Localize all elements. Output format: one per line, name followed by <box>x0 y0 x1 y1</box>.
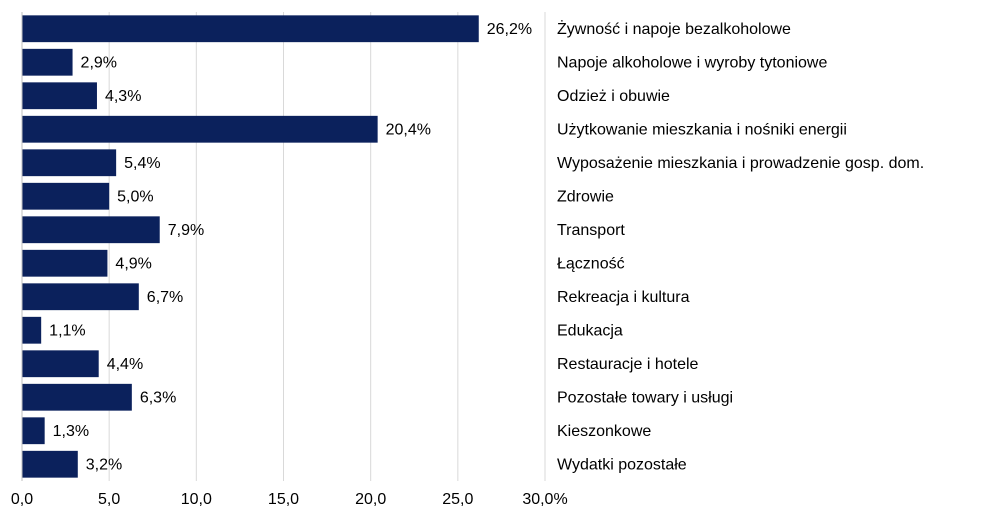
value-label: 6,7% <box>147 289 183 306</box>
value-label: 1,1% <box>49 322 85 339</box>
bar <box>22 182 110 210</box>
bar <box>22 48 73 76</box>
value-label: 6,3% <box>140 389 176 406</box>
category-label: Łączność <box>557 255 625 272</box>
bar <box>22 450 78 478</box>
category-label: Restauracje i hotele <box>557 356 699 373</box>
category-label: Odzież i obuwie <box>557 88 670 105</box>
category-label: Transport <box>557 222 625 239</box>
x-tick-label: 25,0 <box>442 491 473 508</box>
category-label: Wydatki pozostałe <box>557 456 687 473</box>
value-label: 2,9% <box>81 54 117 71</box>
x-tick-label: 0,0 <box>11 491 33 508</box>
value-label: 4,9% <box>115 255 151 272</box>
bar <box>22 216 160 244</box>
value-label: 1,3% <box>53 423 89 440</box>
value-label: 5,4% <box>124 155 160 172</box>
bar <box>22 82 97 110</box>
x-tick-label: 30,0% <box>522 491 567 508</box>
value-label: 7,9% <box>168 222 204 239</box>
x-tick-label: 10,0 <box>181 491 212 508</box>
bar <box>22 316 42 344</box>
bar <box>22 115 378 143</box>
bar <box>22 283 139 311</box>
bar <box>22 383 132 411</box>
category-label: Kieszonkowe <box>557 423 651 440</box>
value-label: 3,2% <box>86 456 122 473</box>
category-label: Napoje alkoholowe i wyroby tytoniowe <box>557 54 827 71</box>
category-label: Zdrowie <box>557 188 614 205</box>
value-label: 26,2% <box>487 21 532 38</box>
value-label: 5,0% <box>117 188 153 205</box>
bar <box>22 350 99 378</box>
category-label: Użytkowanie mieszkania i nośniki energii <box>557 121 847 138</box>
category-label: Wyposażenie mieszkania i prowadzenie gos… <box>557 155 924 172</box>
value-label: 4,4% <box>107 356 143 373</box>
x-tick-label: 5,0 <box>98 491 120 508</box>
category-label: Żywność i napoje bezalkoholowe <box>557 19 791 38</box>
bar <box>22 15 479 43</box>
x-tick-label: 15,0 <box>268 491 299 508</box>
category-label: Rekreacja i kultura <box>557 289 690 306</box>
bar <box>22 149 117 177</box>
value-label: 4,3% <box>105 88 141 105</box>
x-tick-label: 20,0 <box>355 491 386 508</box>
value-label: 20,4% <box>386 121 431 138</box>
bar <box>22 417 45 445</box>
category-label: Pozostałe towary i usługi <box>557 389 733 406</box>
bar <box>22 249 108 277</box>
category-label: Edukacja <box>557 322 623 339</box>
